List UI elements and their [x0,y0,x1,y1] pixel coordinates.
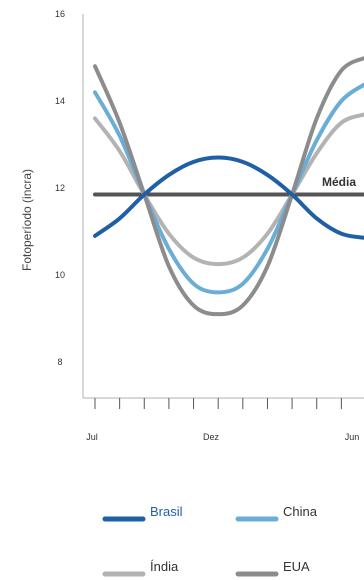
series-line-india [93,112,364,267]
y-tick-label: 16 [55,9,65,19]
x-ticks: Jul Dez Jun [86,398,360,442]
series-lines [93,56,364,317]
legend-item-eua: EUA [235,559,310,577]
y-tick-label: 12 [55,183,65,193]
legend-label: Brasil [150,504,183,519]
media-annotation: Média [322,175,356,189]
legend-label: Índia [150,559,179,574]
legend-item-china: China [235,504,318,522]
x-tick-label: Jun [345,432,360,442]
y-tick-label: 10 [55,270,65,280]
y-tick-labels: 8 10 12 14 16 [55,9,65,367]
y-axis-label: Fotoperíodo (incra) [20,169,34,271]
legend-label: China [283,504,318,519]
series-line-eua [93,56,364,317]
y-tick-label: 8 [57,357,62,367]
legend: Brasil China Índia EUA [102,504,318,577]
x-tick-label: Jul [86,432,98,442]
y-tick-label: 14 [55,96,65,106]
x-tick-label: Dez [203,432,220,442]
legend-item-india: Índia [102,559,179,577]
legend-label: EUA [283,559,310,574]
legend-item-brasil: Brasil [102,504,183,522]
series-line-brasil [93,155,364,240]
